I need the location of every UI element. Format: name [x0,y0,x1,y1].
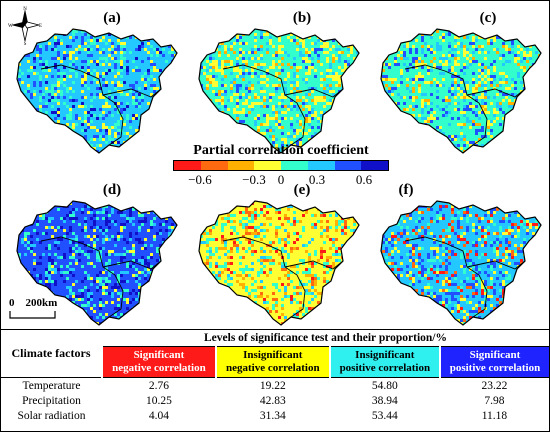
value-cell: 53.44 [371,409,398,422]
map-f [380,200,542,326]
legend-tick: 0.3 [308,172,326,187]
legend: Partial correlation coefficient −0.6 −0.… [161,143,401,187]
legend-swatch [174,161,201,170]
legend-colorbar [173,160,389,171]
category-header: Significant positive correlation [438,346,549,378]
panel-label-f: (f) [398,182,414,198]
map-panel-e: (e) [191,181,366,331]
category-header: Significant negative correlation [101,346,216,378]
legend-tick: −0.3 [242,172,266,187]
panel-label-e: (e) [293,182,311,198]
map-e [198,200,360,326]
factor-cell: Precipitation [22,394,81,407]
factor-cell: Solar radiation [17,409,86,422]
map-c [380,28,542,154]
scale-bar: 0 200km [9,297,99,321]
panel-label-b: (b) [292,10,312,26]
panel-label-a: (a) [103,10,121,26]
compass-n: N [23,7,27,12]
map-panel-d: (d) [9,181,184,331]
compass-w: W [8,24,13,29]
value-cell: 31.34 [259,409,286,422]
factor-cell: Temperature [22,379,81,392]
value-cell: 4.04 [148,409,169,422]
category-header: Insignificant positive correlation [328,346,440,378]
map-d [16,200,178,326]
factor-header: Climate factors [1,330,102,378]
map-panel-c: (c) [373,9,548,159]
legend-swatch [254,161,281,170]
map-b [198,28,360,154]
value-cell: 7.98 [484,394,505,407]
compass-s: S [24,42,27,45]
compass-e: E [39,24,42,29]
panel-label-d: (d) [102,182,122,198]
legend-swatch [334,161,362,170]
table-row: Solar radiation 4.04 31.34 53.44 11.18 [1,408,549,423]
value-cell: 19.22 [259,379,286,392]
significance-table: Climate factors Levels of significance t… [1,329,549,432]
legend-tick: 0.6 [355,172,373,187]
scale-left: 0 [9,297,15,309]
legend-swatch [227,161,255,170]
value-cell: 42.83 [259,394,286,407]
map-panel-b: (b) [191,9,366,159]
legend-swatch [307,161,335,170]
value-cell: 11.18 [481,409,508,422]
table-row: Precipitation 10.25 42.83 38.94 7.98 [1,393,549,408]
value-cell: 10.25 [145,394,172,407]
category-header: Insignificant negative correlation [214,346,330,378]
legend-swatch [200,161,228,170]
value-cell: 2.76 [148,379,169,392]
legend-title: Partial correlation coefficient [193,143,369,158]
legend-tick: −0.6 [188,172,212,187]
map-panel-f: (f) [373,181,548,331]
map-a [16,28,178,154]
legend-swatch [361,161,388,170]
legend-swatch [281,161,308,170]
table-row: Temperature 2.76 19.22 54.80 23.22 [1,378,549,394]
value-cell: 54.80 [371,379,398,392]
panel-label-c: (c) [479,10,497,26]
value-cell: 38.94 [371,394,398,407]
levels-header: Levels of significance test and their pr… [102,330,549,347]
compass-icon: N S E W [7,5,43,47]
map-panel-a: (a) [9,9,184,159]
scale-right: 200km [25,297,58,309]
legend-tick: 0 [277,172,285,187]
value-cell: 23.22 [481,379,508,392]
